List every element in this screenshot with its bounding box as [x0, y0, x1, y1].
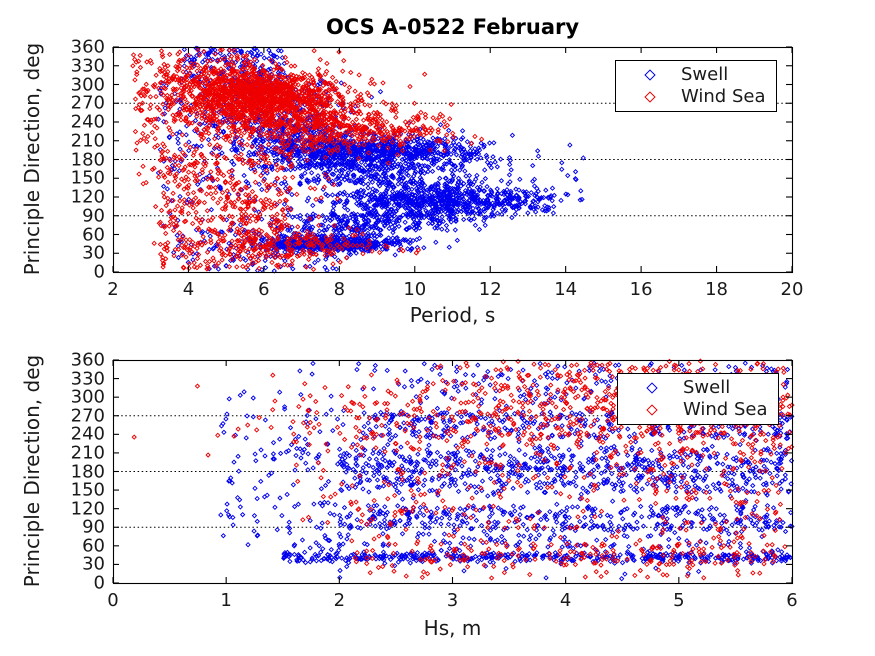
y-tick-label: 90 — [82, 516, 105, 538]
x-tick-label: 12 — [478, 279, 502, 300]
bottom-y-axis-label: Principle Direction, deg — [20, 354, 44, 588]
y-tick-label: 60 — [82, 224, 105, 245]
y-tick-label: 240 — [70, 111, 105, 133]
y-tick-label: 180 — [70, 149, 105, 170]
wind-sea-diamond-icon — [644, 91, 656, 103]
y-tick-label: 210 — [70, 442, 105, 464]
x-tick-label: 5 — [673, 590, 685, 611]
x-tick-label: 18 — [705, 279, 728, 300]
x-tick-label: 20 — [780, 279, 804, 300]
x-tick-label: 3 — [446, 590, 459, 611]
y-tick-label: 30 — [82, 553, 105, 575]
x-tick-label: 16 — [629, 279, 653, 300]
top-y-axis-label: Principle Direction, deg — [20, 42, 44, 276]
y-tick-label: 150 — [70, 479, 105, 501]
y-tick-label: 360 — [70, 349, 105, 371]
bottom-x-axis-label: Hs, m — [423, 616, 482, 640]
y-tick-label: 60 — [82, 535, 105, 557]
chart-title: OCS A-0522 February — [325, 15, 580, 39]
legend-label-swell: Swell — [683, 377, 731, 398]
y-tick-label: 210 — [70, 130, 105, 152]
x-tick-label: 6 — [786, 590, 798, 611]
y-tick-label: 120 — [70, 498, 105, 520]
y-tick-label: 240 — [70, 423, 105, 445]
top-x-axis-label: Period, s — [409, 303, 496, 327]
legend-item-wind-sea: Wind Sea — [616, 88, 776, 106]
legend-label-wind-sea: Wind Sea — [683, 399, 768, 420]
legend-item-swell: Swell — [618, 379, 778, 397]
y-tick-label: 0 — [93, 572, 105, 594]
y-tick-label: 300 — [70, 386, 105, 408]
x-tick-label: 8 — [333, 279, 346, 300]
x-tick-label: 4 — [559, 590, 572, 611]
legend-item-swell: Swell — [616, 66, 776, 84]
y-tick-label: 150 — [70, 167, 105, 189]
y-tick-label: 270 — [70, 92, 105, 114]
swell-diamond-icon — [644, 69, 656, 81]
y-tick-label: 330 — [70, 368, 105, 390]
y-tick-label: 30 — [82, 242, 105, 264]
y-tick-label: 330 — [70, 55, 105, 77]
swell-diamond-icon — [646, 382, 658, 394]
legend-item-wind-sea: Wind Sea — [618, 401, 778, 419]
y-tick-label: 90 — [82, 205, 105, 227]
top-legend[interactable]: Swell Wind Sea — [615, 60, 777, 112]
y-tick-label: 180 — [70, 461, 105, 482]
x-tick-label: 6 — [258, 279, 270, 300]
x-tick-label: 10 — [403, 279, 427, 300]
x-tick-label: 14 — [554, 279, 578, 300]
y-tick-label: 300 — [70, 74, 105, 95]
x-tick-label: 2 — [107, 279, 119, 300]
x-tick-label: 1 — [220, 590, 232, 611]
wind-sea-diamond-icon — [646, 404, 658, 416]
y-tick-label: 120 — [70, 186, 105, 208]
x-tick-label: 0 — [107, 590, 119, 611]
bottom-legend[interactable]: Swell Wind Sea — [617, 373, 779, 425]
y-tick-label: 0 — [93, 261, 105, 283]
x-tick-label: 4 — [182, 279, 195, 300]
y-tick-label: 270 — [70, 405, 105, 427]
legend-label-swell: Swell — [681, 64, 729, 85]
x-tick-label: 2 — [333, 590, 346, 611]
y-tick-label: 360 — [70, 36, 105, 58]
legend-label-wind-sea: Wind Sea — [681, 86, 766, 107]
